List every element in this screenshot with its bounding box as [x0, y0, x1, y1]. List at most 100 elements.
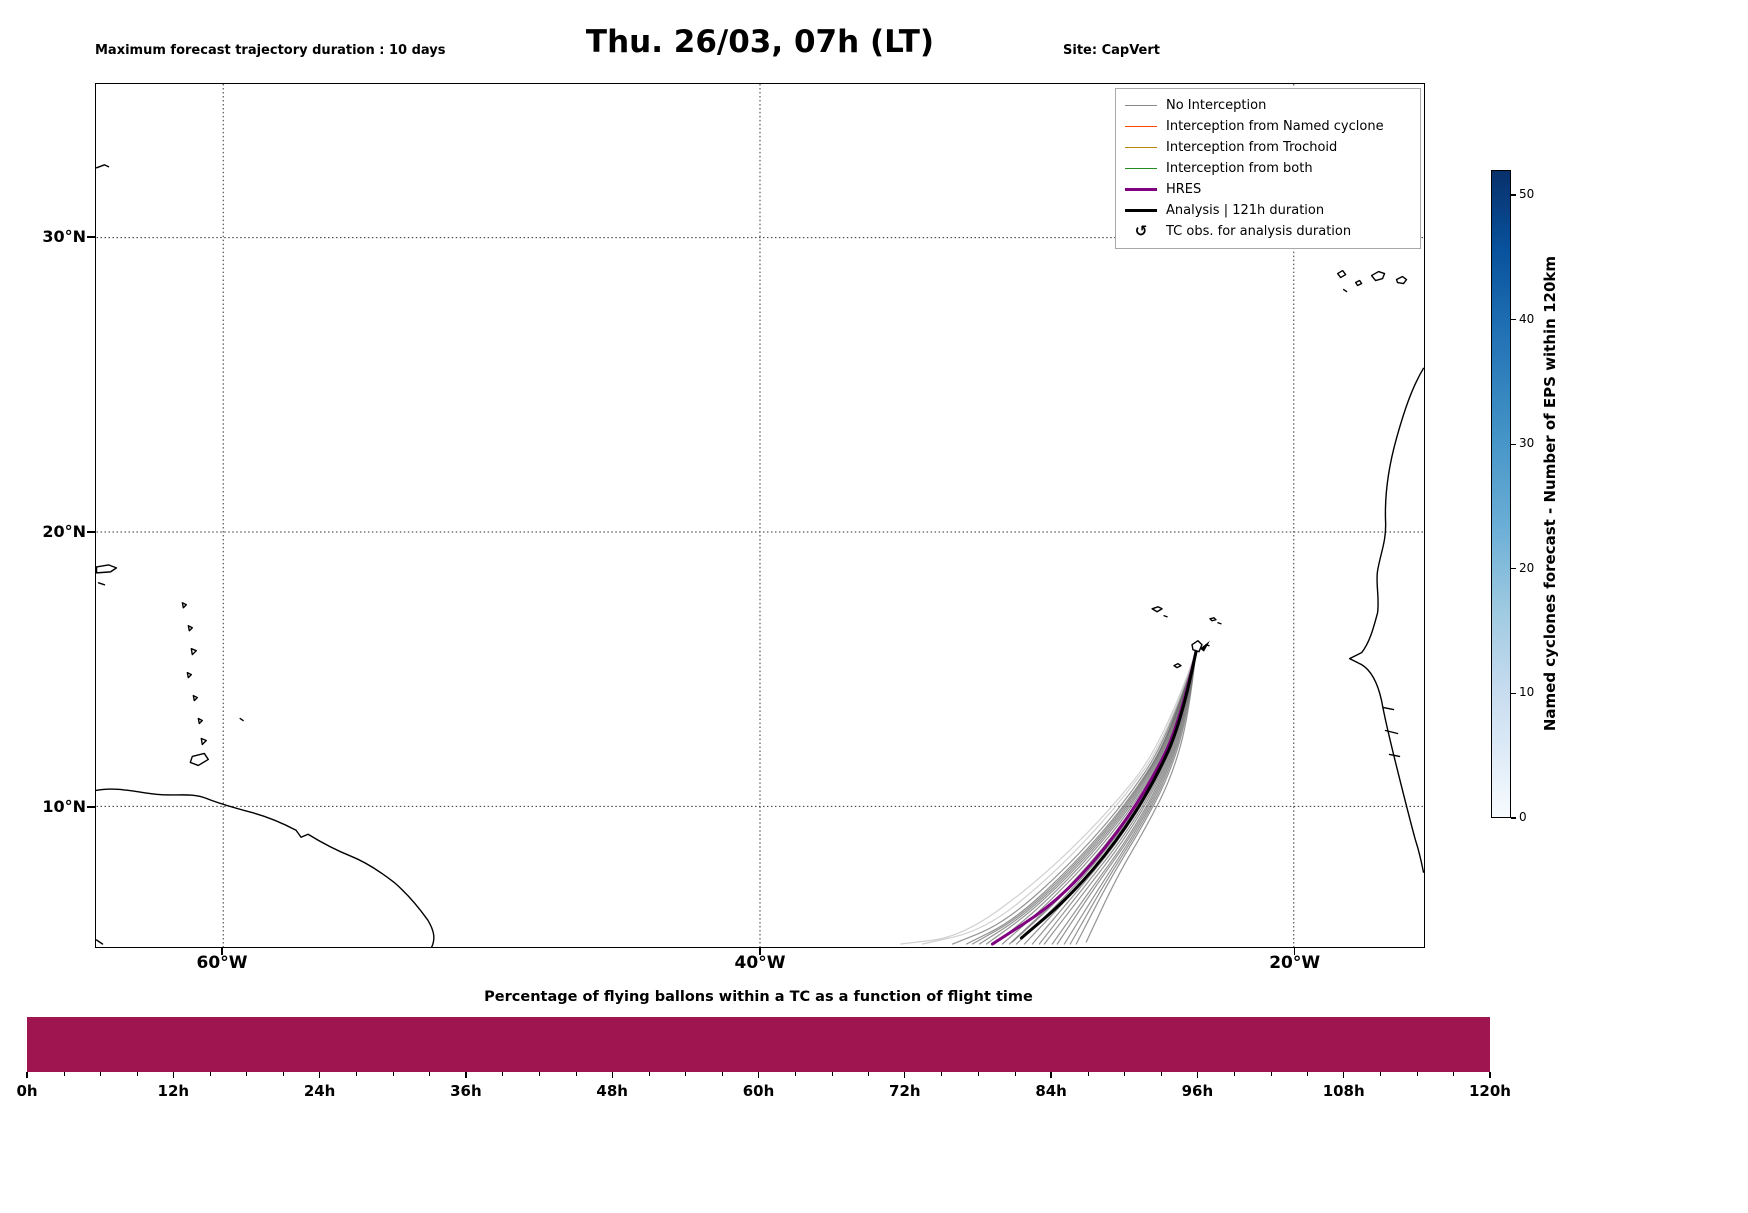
time-minor-tick-mark [1453, 1072, 1455, 1076]
time-tick-label: 120h [1469, 1082, 1511, 1100]
legend-line [1125, 126, 1157, 127]
legend-label: Analysis | 121h duration [1166, 203, 1325, 218]
time-minor-tick-mark [1124, 1072, 1126, 1076]
legend-label: Interception from both [1166, 161, 1313, 176]
colorbar-tick-mark [1511, 568, 1516, 570]
time-tick-mark [611, 1072, 613, 1078]
x-tick-label: 20°W [1269, 953, 1321, 973]
time-tick-mark [1050, 1072, 1052, 1078]
legend-line [1125, 209, 1157, 212]
time-tick-label: 60h [742, 1082, 775, 1100]
trajectory-path [1051, 651, 1197, 945]
time-minor-tick-mark [429, 1072, 431, 1076]
time-minor-tick-mark [1270, 1072, 1272, 1076]
time-minor-tick-mark [283, 1072, 285, 1076]
time-minor-tick-mark [1307, 1072, 1309, 1076]
legend-label: HRES [1166, 182, 1202, 197]
time-tick-mark [172, 1072, 174, 1078]
time-minor-tick-mark [1380, 1072, 1382, 1076]
time-tick-label: 36h [450, 1082, 482, 1100]
trajectory-path [985, 651, 1197, 945]
time-tick-mark [904, 1072, 906, 1078]
time-minor-tick-mark [539, 1072, 541, 1076]
time-minor-tick-mark [831, 1072, 833, 1076]
colorbar-tick-label: 30 [1519, 436, 1535, 451]
coastline-topleft-mark [96, 164, 110, 169]
colorbar-tick-mark [1511, 443, 1516, 445]
time-tick-label: 108h [1322, 1082, 1365, 1100]
trajectory-path [1069, 651, 1197, 945]
x-tick-mark [759, 948, 761, 955]
y-tick-label: 30°N [42, 226, 86, 246]
y-tick-mark [87, 806, 95, 808]
time-minor-tick-mark [1416, 1072, 1418, 1076]
time-minor-tick-mark [868, 1072, 870, 1076]
time-minor-tick-mark [63, 1072, 65, 1076]
legend-label: Interception from Trochoid [1166, 140, 1338, 155]
legend-item: Interception from Trochoid [1125, 137, 1411, 158]
legend-item: No Interception [1125, 95, 1411, 116]
time-minor-tick-mark [392, 1072, 394, 1076]
legend-line-swatch [1125, 168, 1157, 169]
colorbar-tick-label: 0 [1519, 810, 1527, 824]
coastline-africa-rivers [1382, 706, 1401, 758]
trajectory-path [993, 651, 1197, 945]
time-minor-tick-mark [1014, 1072, 1016, 1076]
time-minor-tick-mark [685, 1072, 687, 1076]
colorbar-tick-mark [1511, 318, 1516, 321]
time-minor-tick-mark [356, 1072, 358, 1076]
map-panel [95, 83, 1425, 948]
time-tick-label: 12h [157, 1082, 190, 1100]
figure-title: Thu. 26/03, 07h (LT) [585, 24, 935, 60]
coastline-south-america [96, 788, 435, 947]
legend-line [1125, 105, 1157, 106]
param-line: Maximum forecast trajectory duration : 1… [95, 43, 446, 58]
time-minor-tick-mark [977, 1072, 979, 1076]
trajectory-path [951, 651, 1197, 945]
time-tick-mark [465, 1072, 467, 1078]
graticule [96, 84, 1424, 947]
legend-line-swatch [1125, 126, 1157, 127]
trajectory-path [922, 651, 1197, 945]
y-tick-label: 20°N [42, 521, 86, 541]
time-tick-label: 48h [596, 1082, 628, 1100]
time-tick-mark [318, 1072, 321, 1078]
map-svg [96, 84, 1424, 947]
colorbar-tick-mark [1511, 194, 1516, 196]
coastlines [96, 164, 1424, 947]
time-minor-tick-mark [100, 1072, 102, 1076]
bottom-chart-title: Percentage of flying ballons within a TC… [484, 989, 1033, 1005]
colorbar-tick-mark [1511, 692, 1516, 694]
tc-obs-icon: ↺ [1125, 224, 1157, 239]
time-tick-mark [1343, 1072, 1345, 1078]
trajectory-path [990, 650, 1198, 946]
legend-line-swatch [1125, 147, 1157, 148]
time-tick-mark [1489, 1072, 1491, 1078]
time-minor-tick-mark [246, 1072, 248, 1076]
time-minor-tick-mark [1087, 1072, 1089, 1076]
trajectory-path [1043, 651, 1197, 945]
legend-line-swatch [1125, 188, 1157, 191]
time-tick-label: 0h [16, 1082, 38, 1100]
time-minor-tick-mark [136, 1072, 138, 1076]
trajectory-path [1001, 651, 1197, 945]
trajectory-path [1019, 650, 1198, 940]
time-minor-tick-mark [1160, 1072, 1162, 1076]
y-tick-mark [87, 531, 95, 533]
colorbar-label: Named cyclones forecast - Number of EPS … [1541, 170, 1559, 818]
legend-item: Interception from Named cyclone [1125, 116, 1411, 137]
colorbar-tick-mark [1511, 817, 1516, 819]
legend-line [1125, 168, 1157, 169]
time-tick-label: 24h [303, 1082, 336, 1100]
time-minor-tick-mark [209, 1072, 211, 1076]
legend-label: Interception from Named cyclone [1166, 119, 1384, 134]
time-minor-tick-mark [721, 1072, 723, 1076]
time-tick-mark [1196, 1072, 1199, 1078]
time-tick-mark [757, 1072, 760, 1078]
colorbar [1491, 170, 1511, 818]
cyclone-symbol-icon: ↺ [1134, 222, 1148, 240]
legend-line-swatch [1125, 105, 1157, 106]
deployment-arrow [1199, 640, 1210, 652]
colorbar-label-text: Named cyclones forecast - Number of EPS … [1541, 256, 1559, 732]
time-minor-tick-mark [648, 1072, 650, 1076]
